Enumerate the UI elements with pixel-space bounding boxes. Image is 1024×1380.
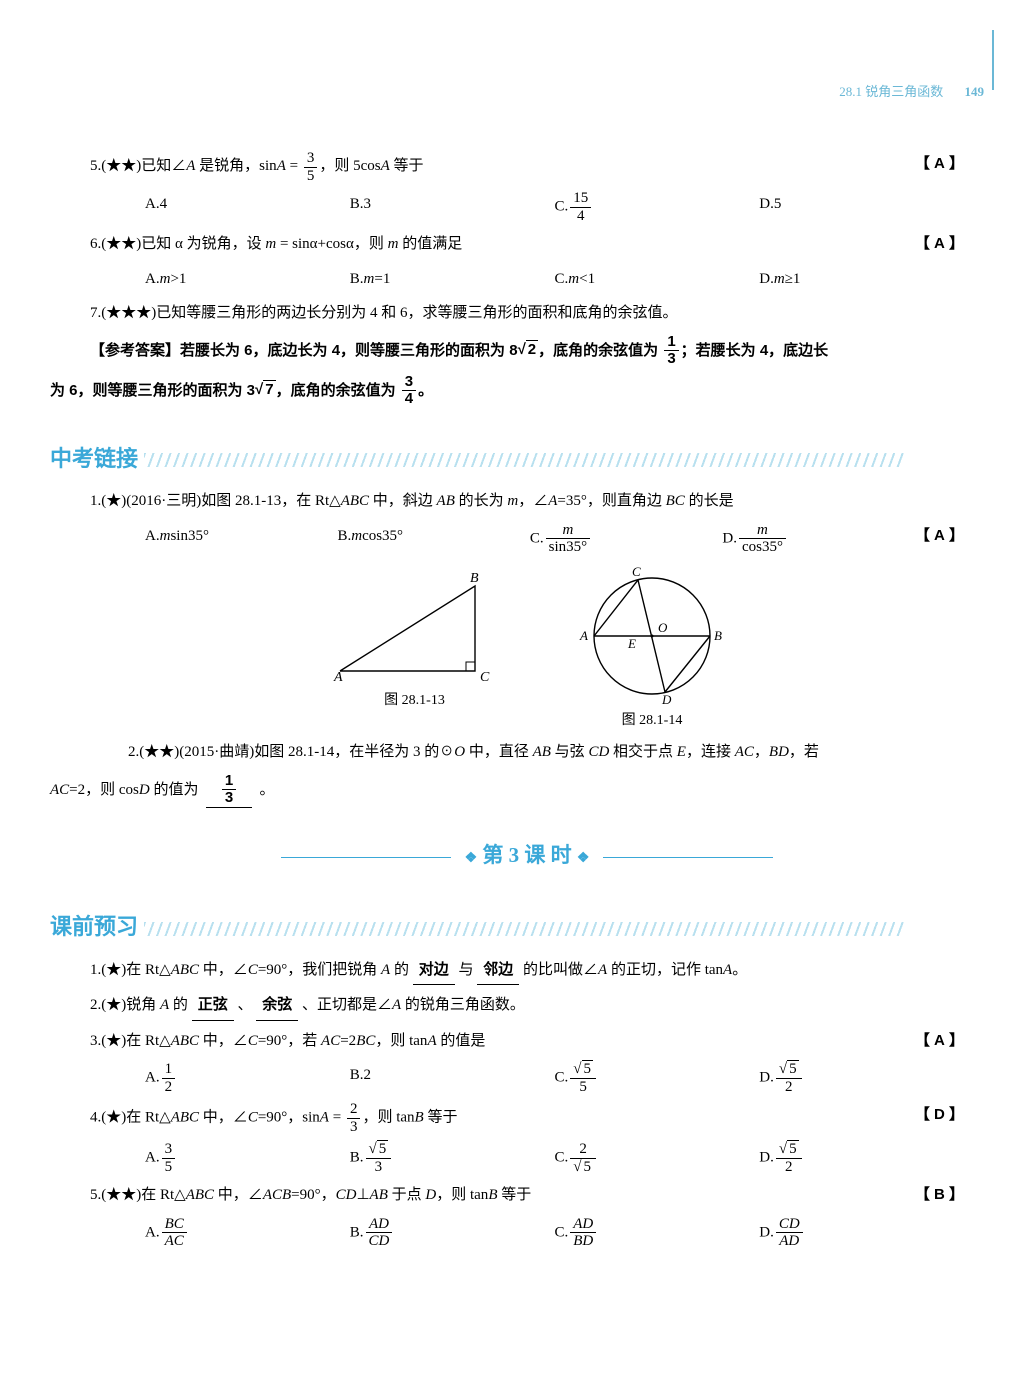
svg-text:A: A — [333, 670, 343, 685]
q7-answer-1: 【参考答案】若腰长为 6，底边长为 4，则等腰三角形的面积为 82，底角的余弦值… — [90, 334, 964, 368]
hatch-rule — [144, 453, 904, 467]
opt-b: B.3 — [350, 190, 555, 224]
kq4-options: A.35 B.53 C.25 D.52 — [90, 1141, 964, 1175]
kq-question-2: 2.(★)锐角 A 的 正弦 、 余弦 、正切都是∠A 的锐角三角函数。 — [90, 991, 964, 1021]
section-num: 28.1 — [839, 84, 862, 99]
opt-a: A.4 — [145, 190, 350, 224]
opt-c: C.msin35° — [530, 522, 722, 556]
zk2-line2: AC=2，则 cosD 的值为 13 。 — [50, 773, 964, 808]
q7-answer-2: 为 6，则等腰三角形的面积为 37，底角的余弦值为 34。 — [50, 374, 964, 408]
q6-options: A.m>1 B.m=1 C.m<1 D.m≥1 — [90, 265, 964, 294]
section-zhongkao: 中考链接 — [50, 438, 924, 480]
answer-bracket: 【 A 】 — [915, 150, 964, 179]
zk-question-2: 2.(★★)(2015·曲靖)如图 28.1-14，在半径为 3 的☉O 中，直… — [90, 738, 964, 767]
deco-icon: ❖ — [577, 851, 590, 866]
blank-1: 对边 — [413, 956, 455, 986]
fig-caption: 图 28.1-14 — [570, 708, 735, 735]
opt-b: B.m=1 — [350, 265, 555, 294]
blank-2: 邻边 — [477, 956, 519, 986]
opt-b: B.53 — [350, 1141, 555, 1175]
opt-a: A.msin35° — [145, 522, 337, 556]
question-5: 【 A 】 5.(★★)已知∠A 是锐角，sinA = 35，则 5cosA 等… — [90, 150, 964, 184]
divider-line — [603, 857, 773, 858]
svg-text:B: B — [470, 571, 479, 586]
lesson-divider: ❖ 第 3 课 时 ❖ — [90, 836, 964, 876]
opt-a: A.m>1 — [145, 265, 350, 294]
opt-d: D.5 — [759, 190, 964, 224]
blank-2: 余弦 — [256, 991, 298, 1021]
zk-question-1: 1.(★)(2016·三明)如图 28.1-13，在 Rt△ABC 中，斜边 A… — [90, 487, 964, 516]
kq3-options: A.12 B.2 C.55 D.52 — [90, 1061, 964, 1095]
opt-d: D.CDAD — [759, 1216, 964, 1250]
svg-text:O: O — [658, 620, 668, 635]
opt-a: A.BCAC — [145, 1216, 350, 1250]
q6-text: 6.(★★)已知 α 为锐角，设 m = sinα+cosα，则 m 的值满足 — [90, 236, 462, 252]
opt-d: D.52 — [759, 1141, 964, 1175]
answer-bracket: 【 B 】 — [915, 1181, 964, 1210]
lesson-title: 第 3 课 时 — [482, 843, 571, 867]
opt-a: A.35 — [145, 1141, 350, 1175]
svg-text:B: B — [714, 628, 722, 643]
opt-c: C.55 — [555, 1061, 760, 1095]
zk2-text-a: 2.(★★)(2015·曲靖)如图 28.1-14，在半径为 3 的☉O 中，直… — [90, 744, 819, 760]
kq-question-5: 【 B 】 5.(★★)在 Rt△ABC 中，∠ACB=90°，CD⊥AB 于点… — [90, 1181, 964, 1210]
opt-b: B.mcos35° — [337, 522, 529, 556]
kq-question-1: 1.(★)在 Rt△ABC 中，∠C=90°，我们把锐角 A 的 对边 与 邻边… — [90, 956, 964, 986]
answer-bracket: 【 D 】 — [915, 1101, 964, 1130]
opt-d: D.m≥1 — [759, 265, 964, 294]
opt-c: C.154 — [555, 190, 760, 224]
zk1-options: A.msin35° B.mcos35° C.msin35° D.mcos35° — [90, 522, 915, 556]
figure-28-1-13: A B C 图 28.1-13 — [320, 566, 510, 735]
blank-1: 正弦 — [192, 991, 234, 1021]
kq5-options: A.BCAC B.ADCD C.ADBD D.CDAD — [90, 1216, 964, 1250]
opt-b: B.2 — [350, 1061, 555, 1095]
kq-question-4: 【 D 】 4.(★)在 Rt△ABC 中，∠C=90°，sinA = 23，则… — [90, 1101, 964, 1135]
opt-c: C.ADBD — [555, 1216, 760, 1250]
opt-b: B.ADCD — [350, 1216, 555, 1250]
zk2-answer: 13 — [206, 773, 252, 808]
opt-c: C.m<1 — [555, 265, 760, 294]
hatch-rule — [144, 922, 904, 936]
opt-c: C.25 — [555, 1141, 760, 1175]
page-content: 【 A 】 5.(★★)已知∠A 是锐角，sinA = 35，则 5cosA 等… — [90, 150, 964, 1250]
answer-bracket: 【 A 】 — [915, 230, 964, 259]
q5-text: 5.(★★)已知∠A 是锐角，sinA = 35，则 5cosA 等于 — [90, 158, 424, 174]
question-6: 【 A 】 6.(★★)已知 α 为锐角，设 m = sinα+cosα，则 m… — [90, 230, 964, 259]
opt-a: A.12 — [145, 1061, 350, 1095]
question-7: 7.(★★★)已知等腰三角形的两边长分别为 4 和 6，求等腰三角形的面积和底角… — [90, 299, 964, 328]
zk1-text: 1.(★)(2016·三明)如图 28.1-13，在 Rt△ABC 中，斜边 A… — [90, 493, 734, 509]
opt-d: D.mcos35° — [722, 522, 914, 556]
deco-icon: ❖ — [465, 851, 478, 866]
fig-caption: 图 28.1-13 — [320, 688, 510, 715]
figures-row: A B C 图 28.1-13 A B C D E O 图 28.1-14 — [90, 566, 964, 735]
figure-28-1-14: A B C D E O 图 28.1-14 — [570, 566, 735, 735]
svg-text:C: C — [632, 566, 641, 579]
answer-bracket: 【 A 】 — [915, 1027, 964, 1056]
divider-line — [281, 857, 451, 858]
svg-text:A: A — [579, 628, 588, 643]
page-header: 28.1 锐角三角函数 149 — [839, 80, 984, 105]
q5-options: A.4 B.3 C.154 D.5 — [90, 190, 964, 224]
answer-bracket: 【 A 】 — [915, 522, 964, 551]
margin-rule — [992, 30, 994, 90]
svg-text:D: D — [661, 692, 672, 706]
page-number: 149 — [965, 84, 985, 99]
opt-d: D.52 — [759, 1061, 964, 1095]
svg-text:C: C — [480, 670, 490, 685]
svg-text:E: E — [627, 636, 636, 651]
section-keqian: 课前预习 — [50, 906, 924, 948]
kq-question-3: 【 A 】 3.(★)在 Rt△ABC 中，∠C=90°，若 AC=2BC，则 … — [90, 1027, 964, 1056]
section-title: 锐角三角函数 — [865, 84, 943, 99]
